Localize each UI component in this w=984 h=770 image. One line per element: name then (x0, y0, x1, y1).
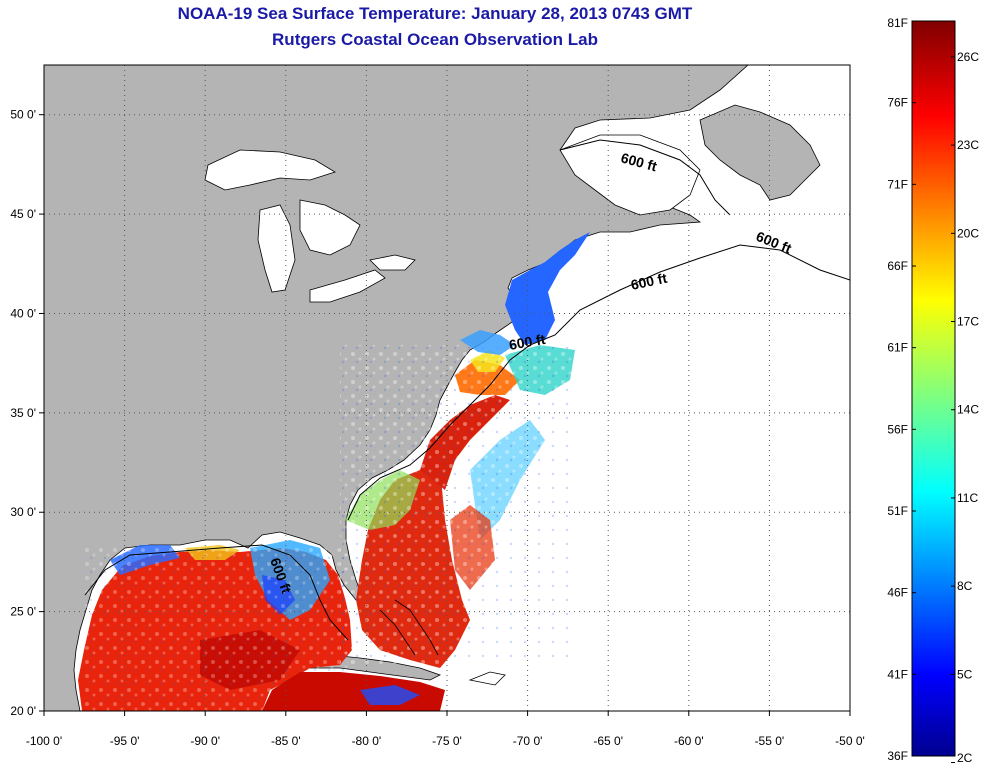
lon-tick-label: -65 0' (593, 734, 623, 748)
colorbar-f-label: 71F (887, 177, 908, 191)
bahamas-outlines (379, 599, 506, 686)
map-title: NOAA-19 Sea Surface Temperature: January… (177, 4, 693, 23)
lon-tick-label: -80 0' (352, 734, 382, 748)
colorbar-c-label: 17C (957, 315, 979, 329)
lat-tick-label: 50 0' (10, 108, 36, 122)
contour-label-3: 600 ft (629, 270, 668, 293)
sst-northeast-shelf (460, 232, 590, 355)
contour-label-4: 600 ft (508, 331, 547, 353)
st-lawrence (559, 134, 701, 216)
colorbar-celsius-labels: 26C 23C 20C 17C 14C 11C 8C 5C 2C (951, 50, 979, 765)
lat-tick-label: 25 0' (10, 605, 36, 619)
lon-tick-labels: -100 0' -95 0' -90 0' -85 0' -80 0' -75 0' -70… (26, 711, 865, 748)
colorbar-c-label: 20C (957, 226, 979, 240)
colorbar-c-label: 11C (957, 491, 978, 505)
isobath-600ft (84, 139, 850, 641)
lat-tick-label: 45 0' (10, 207, 36, 221)
colorbar-f-label: 46F (887, 586, 908, 600)
colorbar-f-label: 61F (887, 341, 908, 355)
lon-tick-label: -60 0' (674, 734, 704, 748)
lon-tick-label: -70 0' (513, 734, 543, 748)
lat-tick-labels: 20 0' 25 0' 30 0' 35 0' 40 0' 45 0' 50 0' (10, 108, 44, 718)
lat-tick-label: 20 0' (10, 704, 36, 718)
lon-tick-label: -50 0' (835, 734, 865, 748)
colorbar (911, 20, 956, 757)
colorbar-c-label: 5C (957, 667, 973, 681)
colorbar-c-label: 23C (957, 138, 979, 152)
colorbar-c-label: 26C (957, 50, 979, 64)
colorbar-f-label: 66F (887, 259, 908, 273)
lat-tick-label: 30 0' (10, 505, 36, 519)
lat-tick-label: 40 0' (10, 306, 36, 320)
colorbar-c-label: 14C (957, 403, 979, 417)
colorbar-f-label: 56F (887, 422, 908, 436)
colorbar-c-label: 2C (957, 751, 973, 765)
colorbar-f-label: 41F (887, 667, 908, 681)
map-subtitle: Rutgers Coastal Ocean Observation Lab (272, 30, 598, 49)
lon-tick-label: -85 0' (271, 734, 301, 748)
lon-tick-label: -75 0' (432, 734, 462, 748)
lon-tick-label: -95 0' (110, 734, 140, 748)
colorbar-f-label: 76F (887, 96, 908, 110)
lon-tick-label: -55 0' (755, 734, 785, 748)
sst-gulf-stream (340, 345, 580, 665)
lat-tick-label: 35 0' (10, 406, 36, 420)
colorbar-f-label: 36F (887, 749, 908, 763)
lon-tick-label: -100 0' (26, 734, 62, 748)
land-newfoundland (699, 104, 821, 201)
lon-tick-label: -90 0' (190, 734, 220, 748)
colorbar-c-label: 8C (957, 579, 973, 593)
colorbar-f-label: 81F (887, 16, 908, 30)
colorbar-fahrenheit-labels: 81F 76F 71F 66F 61F 56F 51F 46F 41F 36F (887, 16, 916, 763)
colorbar-f-label: 51F (887, 504, 908, 518)
